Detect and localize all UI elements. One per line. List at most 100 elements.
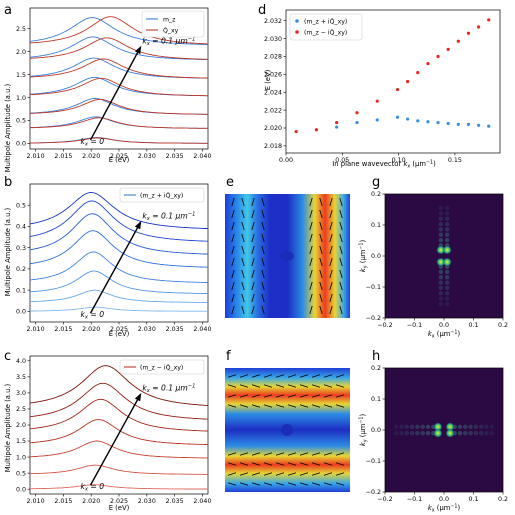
field-arrow — [309, 281, 313, 291]
data-point — [416, 119, 420, 123]
ylabel-d: E (eV) — [264, 69, 272, 90]
field-arrow — [231, 233, 235, 243]
data-point — [395, 87, 400, 92]
series-mz-minus-iq — [29, 440, 209, 459]
y-tick-label: 0.5 — [16, 202, 26, 209]
field-arrow — [275, 472, 285, 476]
data-point — [436, 54, 440, 59]
field-arrow — [329, 221, 333, 231]
field-map-f — [225, 368, 350, 492]
series-mz-minus-iq — [30, 464, 208, 475]
plot-b: 2.010 2.015 2.020 2.025 2.030 2.035 2.040 0.0 0.… — [16, 183, 211, 333]
y-tick-label: 2.018 — [264, 143, 282, 150]
series-mz-minus-iq — [30, 484, 208, 490]
y-tick-label: 0.0 — [16, 309, 26, 316]
xlabel: kx (μm−1) — [428, 330, 461, 340]
series-mz-plus-iq — [29, 192, 209, 230]
xlabel: kx (μm−1) — [428, 504, 461, 514]
field-arrow — [339, 269, 343, 279]
x-tick-label: 2.015 — [54, 153, 72, 160]
x-tick-label: 2.040 — [193, 326, 211, 333]
field-arrow — [261, 221, 265, 231]
annotation-kx01: kx = 0.1 μm−1 — [142, 384, 195, 395]
annotation-kx0: kx = 0 — [81, 310, 105, 321]
sidelobe — [409, 424, 415, 430]
y-tick-label: 1.5 — [16, 438, 26, 445]
series-qxy — [29, 16, 208, 45]
kx-arrow — [89, 222, 141, 314]
field-arrow — [287, 462, 297, 466]
field-arrow — [251, 233, 255, 243]
main-lobe — [442, 257, 452, 267]
ylabel: ky (μm−1) — [359, 414, 369, 447]
sidelobe — [425, 430, 431, 436]
y-tick-label: 2.032 — [264, 18, 282, 25]
ylabel: ky (μm−1) — [359, 240, 369, 273]
field-arrow — [263, 374, 273, 378]
field-arrow — [231, 305, 235, 315]
field-arrow — [227, 462, 237, 466]
field-arrow — [275, 374, 285, 378]
x-tick-label: 2.030 — [138, 153, 156, 160]
x-tick-label: 2.030 — [138, 498, 156, 505]
kspace-background — [385, 368, 503, 492]
sidelobe — [438, 205, 444, 211]
y-tick-label: 2.0 — [16, 422, 26, 429]
field-arrow — [239, 472, 249, 476]
field-arrow — [335, 394, 345, 398]
field-arrow — [251, 482, 261, 486]
series-qxy — [29, 77, 208, 97]
x-tick-label: 2.040 — [193, 498, 211, 505]
field-arrow — [309, 233, 313, 243]
sidelobe — [478, 424, 484, 430]
field-arrow — [239, 452, 249, 456]
y-tick-label: 0.0 — [16, 486, 26, 493]
field-arrow — [261, 293, 265, 303]
field-arrow — [263, 384, 273, 388]
field-arrow — [299, 462, 309, 466]
x-tick-label: 0.2 — [498, 496, 508, 503]
field-arrow — [311, 482, 321, 486]
x-tick-label: 2.030 — [138, 326, 156, 333]
legend-marker — [295, 30, 299, 34]
field-arrow — [241, 233, 245, 243]
sidelobe — [409, 430, 415, 436]
sidelobe — [444, 227, 450, 232]
sidelobe — [444, 285, 450, 291]
field-arrow — [241, 197, 245, 207]
data-point — [426, 120, 430, 124]
x-tick-label: 2.015 — [54, 498, 72, 505]
y-tick-label: −0.2 — [366, 315, 381, 322]
y-tick-label: 0.5 — [16, 470, 26, 477]
field-arrow — [251, 374, 261, 378]
sidelobe — [444, 221, 450, 227]
field-arrow — [263, 394, 273, 398]
field-arrow — [251, 452, 261, 456]
x-tick-label: 2.010 — [27, 153, 45, 160]
x-tick-label: 2.020 — [82, 326, 100, 333]
kspace-background — [385, 194, 503, 318]
field-arrow — [275, 404, 285, 408]
sidelobe — [415, 424, 420, 430]
field-arrow — [251, 197, 255, 207]
field-arrow — [311, 404, 321, 408]
field-arrow — [251, 384, 261, 388]
field-arrow — [339, 245, 343, 255]
xlabel-b: E (eV) — [109, 330, 130, 338]
field-arrow — [323, 452, 333, 456]
x-tick-label: 0.10 — [392, 157, 406, 164]
field-arrow — [231, 293, 235, 303]
field-arrow — [299, 404, 309, 408]
ylabel-a: Multipole Amplitude (a.u.) — [4, 83, 12, 172]
legend-label: (m_z + iQ̂_xy) — [304, 17, 347, 25]
panel-label-c: c — [4, 349, 11, 364]
field-arrow — [251, 394, 261, 398]
y-tick-label: 0.0 — [16, 141, 26, 148]
data-point — [335, 125, 339, 129]
field-arrow — [323, 482, 333, 486]
field-arrow — [319, 257, 323, 267]
y-tick-label: 0.1 — [371, 222, 381, 229]
series-mz-plus-iq — [30, 306, 208, 312]
sidelobe — [438, 275, 444, 280]
data-point — [375, 118, 379, 122]
